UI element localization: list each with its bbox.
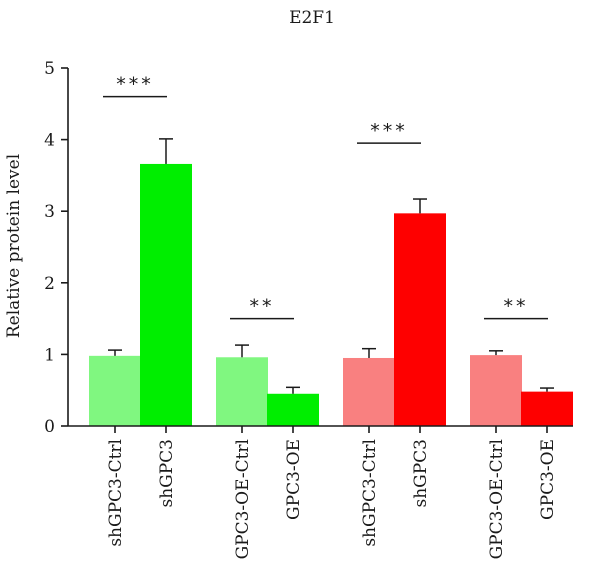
bar [267, 393, 319, 426]
y-tick-label: 2 [44, 274, 55, 294]
x-tick-label: GPC3-OE-Ctrl [487, 439, 507, 559]
x-tick-label: shGPC3-Ctrl [360, 439, 380, 547]
significance-label: ** [250, 296, 275, 318]
x-tick-label: GPC3-OE-Ctrl [233, 439, 253, 559]
y-tick-label: 3 [44, 202, 55, 222]
significance-label: *** [370, 120, 408, 142]
chart-title: E2F1 [289, 8, 335, 28]
x-tick-label: shGPC3 [157, 439, 177, 508]
significance-label: *** [116, 74, 154, 96]
bar [470, 355, 522, 426]
y-axis-label: Relative protein level [4, 154, 24, 338]
x-tick-label: shGPC3-Ctrl [106, 439, 126, 547]
x-tick-label: GPC3-OE [538, 439, 558, 520]
bar [343, 357, 395, 426]
y-tick-label: 4 [44, 131, 55, 151]
bar [89, 355, 141, 426]
bar [394, 213, 446, 426]
y-tick-label: 5 [44, 59, 55, 79]
y-tick-label: 0 [44, 417, 55, 437]
x-tick-label: shGPC3 [411, 439, 431, 508]
bar [216, 357, 268, 426]
bar [140, 163, 192, 426]
significance-label: ** [504, 296, 529, 318]
x-tick-label: GPC3-OE [284, 439, 304, 520]
plot-area: 0 1 2 3 4 5 shGPC3-Ctrl shGPC3 GPC3-OE-Ctrl GPC3-… [44, 59, 573, 559]
y-tick-label: 1 [44, 345, 55, 365]
bar [521, 391, 573, 426]
